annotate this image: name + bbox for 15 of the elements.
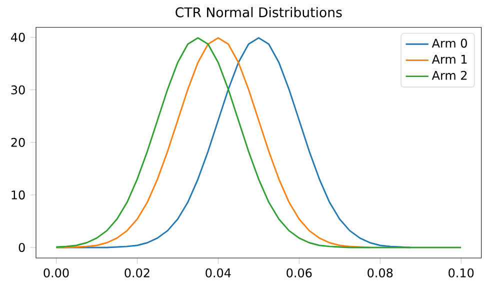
x-tick-label: 0.10 [448,268,474,278]
x-tick-label: 0.00 [44,268,69,278]
legend-label: Arm 1 [432,54,467,64]
legend-label: Arm 0 [432,38,467,48]
y-tick-label: 40 [11,32,25,42]
y-tick-label: 30 [11,85,25,94]
x-tick-label: 0.04 [206,268,231,278]
y-tick-label: 0 [18,242,25,252]
y-tick-label: 20 [11,138,25,147]
y-tick-label: 10 [12,190,25,200]
legend-label: Arm 2 [432,70,467,80]
x-tick-label: 0.02 [124,268,150,278]
x-tick-label: 0.06 [286,268,312,278]
x-tick-label: 0.08 [368,268,393,278]
chart-title: CTR Normal Distributions [176,7,342,18]
